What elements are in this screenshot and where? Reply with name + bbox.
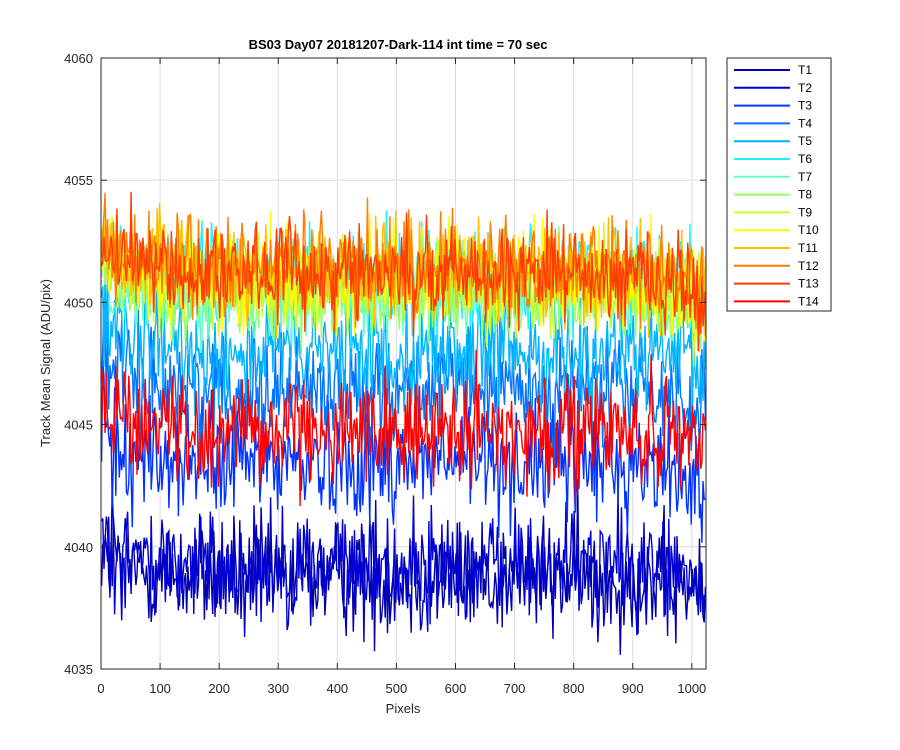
y-tick-label: 4045 — [64, 418, 93, 433]
legend-label: T12 — [798, 259, 819, 273]
series-line-T13 — [100, 191, 707, 352]
x-tick-label: 400 — [326, 681, 348, 696]
x-tick-label: 900 — [622, 681, 644, 696]
legend-label: T2 — [798, 81, 812, 95]
x-tick-label: 700 — [504, 681, 526, 696]
legend-box — [726, 57, 832, 312]
x-tick-label: 200 — [208, 681, 230, 696]
series-line-T2 — [100, 488, 706, 643]
legend-label: T13 — [798, 277, 819, 291]
legend-label: T8 — [798, 188, 812, 202]
legend-label: T10 — [798, 223, 819, 237]
x-tick-label: 500 — [386, 681, 408, 696]
legend-label: T4 — [798, 116, 812, 130]
legend-label: T3 — [798, 99, 812, 113]
legend-label: T11 — [798, 241, 818, 255]
legend-label: T14 — [798, 294, 819, 308]
series-lines — [100, 191, 707, 655]
legend-label: T6 — [798, 152, 812, 166]
legend: T1 T2 T3 T4 T5 T6 T7 T8 T9 T10 T11 T12 T13 T14 — [726, 57, 832, 312]
x-tick-label: 600 — [445, 681, 467, 696]
y-axis-label: Track Mean Signal (ADU/pix) — [38, 279, 53, 447]
y-tick-label: 4055 — [64, 173, 93, 188]
legend-label: T9 — [798, 205, 812, 219]
legend-label: T5 — [798, 134, 812, 148]
axis-ticks: 0 100 200 300 400 500 600 700 800 900 1000 4035 4040… — [64, 51, 706, 696]
y-tick-label: 4040 — [64, 540, 93, 555]
x-tick-label: 100 — [149, 681, 171, 696]
x-tick-label: 300 — [267, 681, 289, 696]
series-line-T5 — [100, 268, 707, 429]
y-tick-label: 4050 — [64, 295, 93, 310]
plot-frame — [100, 57, 707, 670]
y-tick-label: 4035 — [64, 662, 93, 677]
x-tick-label: 1000 — [677, 681, 706, 696]
y-tick-label: 4060 — [64, 51, 93, 66]
series-line-T14 — [100, 349, 707, 507]
legend-label: T1 — [798, 63, 812, 77]
x-axis-label: Pixels — [386, 701, 421, 716]
x-tick-label: 800 — [563, 681, 585, 696]
chart-title: BS03 Day07 20181207-Dark-114 int time = … — [249, 37, 548, 52]
x-tick-label: 0 — [97, 681, 104, 696]
legend-label: T7 — [798, 170, 812, 184]
